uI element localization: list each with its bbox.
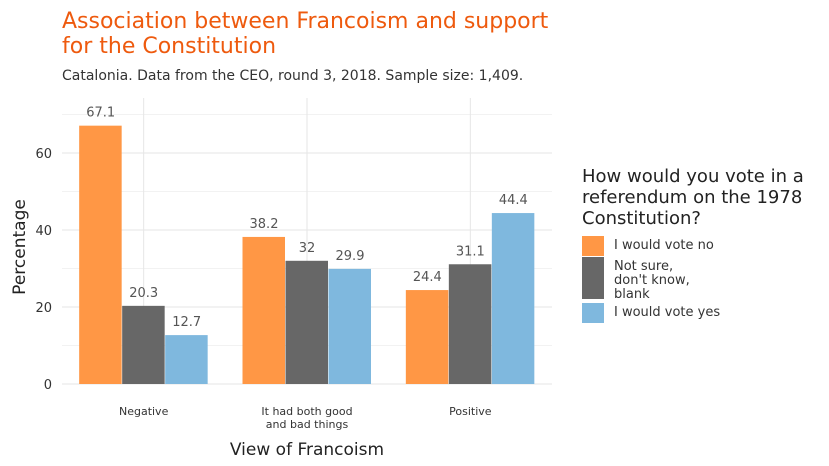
bar	[328, 268, 371, 384]
legend-title: How would you vote in a referendum on th…	[582, 166, 804, 229]
bar	[285, 260, 328, 384]
x-axis-title: View of Francoism	[230, 440, 384, 460]
legend-item: Not sure, don't know, blank	[582, 257, 827, 302]
x-tick-label: It had both good and bad things	[261, 405, 352, 431]
y-tick-label: 60	[35, 147, 52, 162]
y-tick-label: 20	[35, 301, 52, 316]
legend-label: Not sure, don't know, blank	[614, 259, 690, 302]
bar	[79, 125, 122, 384]
bar	[491, 213, 535, 384]
legend-items: I would vote no Not sure, don't know, bla…	[582, 236, 827, 323]
y-tick-label: 40	[35, 224, 52, 239]
legend-label: I would vote no	[614, 238, 714, 253]
legend-swatch	[582, 303, 604, 323]
y-tick-label: 0	[44, 378, 52, 393]
data-label: 24.4	[413, 270, 442, 285]
data-label: 20.3	[129, 286, 158, 301]
legend-swatch	[582, 257, 604, 299]
data-label: 67.1	[86, 106, 115, 121]
bar	[405, 290, 449, 384]
bar	[242, 236, 285, 384]
bar	[122, 305, 165, 384]
y-axis-title: Percentage	[10, 199, 30, 295]
legend-item: I would vote yes	[582, 303, 827, 323]
chart-title: Association between Francoism and suppor…	[62, 9, 549, 59]
data-label: 12.7	[172, 315, 201, 330]
x-tick-label: Negative	[119, 405, 169, 418]
legend-label: I would vote yes	[614, 305, 721, 320]
legend-swatch	[582, 236, 604, 256]
legend-item: I would vote no	[582, 236, 827, 256]
chart-subtitle: Catalonia. Data from the CEO, round 3, 2…	[62, 68, 524, 84]
data-label: 29.9	[336, 249, 365, 264]
data-label: 44.4	[499, 193, 528, 208]
data-label: 31.1	[456, 244, 485, 259]
data-label: 38.2	[250, 217, 279, 232]
bar	[448, 264, 492, 384]
x-tick-label: Positive	[449, 405, 492, 418]
legend: How would you vote in a referendum on th…	[582, 166, 827, 324]
bar	[165, 335, 208, 384]
data-label: 32	[299, 241, 316, 256]
